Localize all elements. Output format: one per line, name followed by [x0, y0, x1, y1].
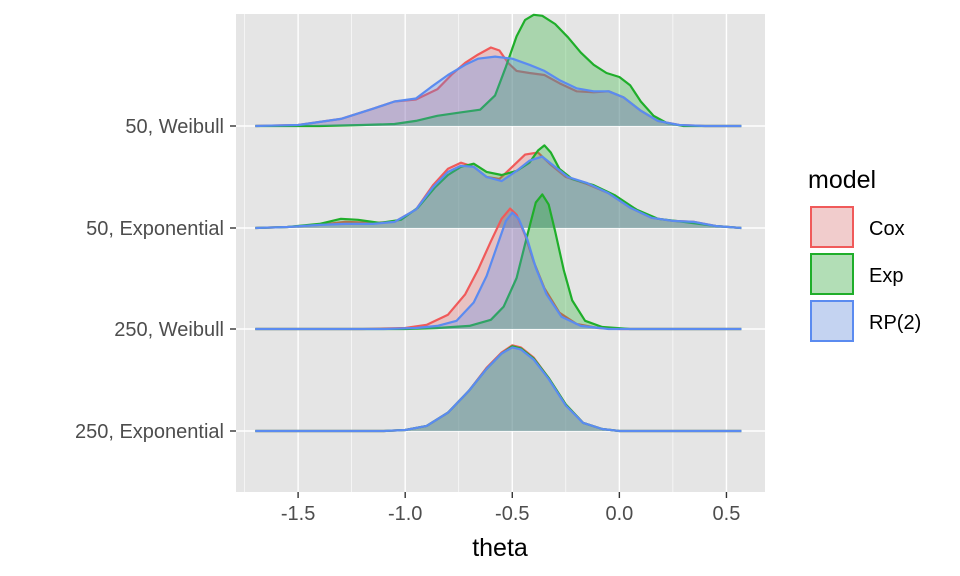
x-tick-label: 0.0: [605, 503, 633, 525]
y-tick-label: 50, Exponential: [86, 218, 224, 240]
legend-key-background: [810, 253, 854, 295]
plot-panel: [236, 14, 765, 492]
ridge-row: [255, 144, 742, 230]
density-area: [255, 145, 742, 228]
density-area: [255, 14, 742, 126]
legend-label: RP(2): [869, 312, 921, 334]
density-area: [255, 152, 742, 228]
density-line: [255, 346, 742, 433]
legend-key-background: [810, 206, 854, 248]
legend-key: [810, 300, 854, 342]
density-area: [255, 208, 742, 329]
legend-key: [810, 253, 854, 295]
density-line: [255, 193, 742, 331]
ridge-row: [255, 13, 742, 128]
x-tick-label: 0.5: [713, 503, 741, 525]
density-curves: [255, 13, 742, 433]
density-area: [255, 56, 742, 126]
density-line: [255, 155, 742, 230]
density-area: [255, 346, 742, 431]
legend-title: model: [808, 166, 876, 194]
density-line: [255, 211, 742, 331]
ridge-row: [255, 344, 742, 433]
grid-lines: [236, 14, 765, 492]
legend-label: Exp: [869, 265, 903, 287]
density-area: [255, 156, 742, 228]
density-area: [255, 212, 742, 329]
legend-key: [810, 206, 854, 248]
density-area: [255, 345, 742, 431]
x-axis-title: theta: [472, 534, 528, 562]
x-tick-label: -1.0: [388, 503, 422, 525]
density-line: [255, 55, 742, 128]
legend-label: Cox: [869, 218, 905, 240]
y-axis: 50, Weibull 50, Exponential 250, Weibull 25…: [75, 116, 236, 443]
y-tick-label: 250, Exponential: [75, 421, 224, 443]
density-line: [255, 144, 742, 230]
density-line: [255, 13, 742, 128]
ridge-row: [255, 193, 742, 331]
x-tick-label: -0.5: [495, 503, 529, 525]
legend: model Cox Exp RP(2): [808, 166, 921, 342]
x-axis: -1.5 -1.0 -0.5 0.0 0.5: [281, 492, 740, 525]
legend-key-background: [810, 300, 854, 342]
density-area: [255, 347, 742, 431]
y-tick-label: 50, Weibull: [125, 116, 224, 138]
y-tick-label: 250, Weibull: [114, 319, 224, 341]
x-tick-label: -1.5: [281, 503, 315, 525]
